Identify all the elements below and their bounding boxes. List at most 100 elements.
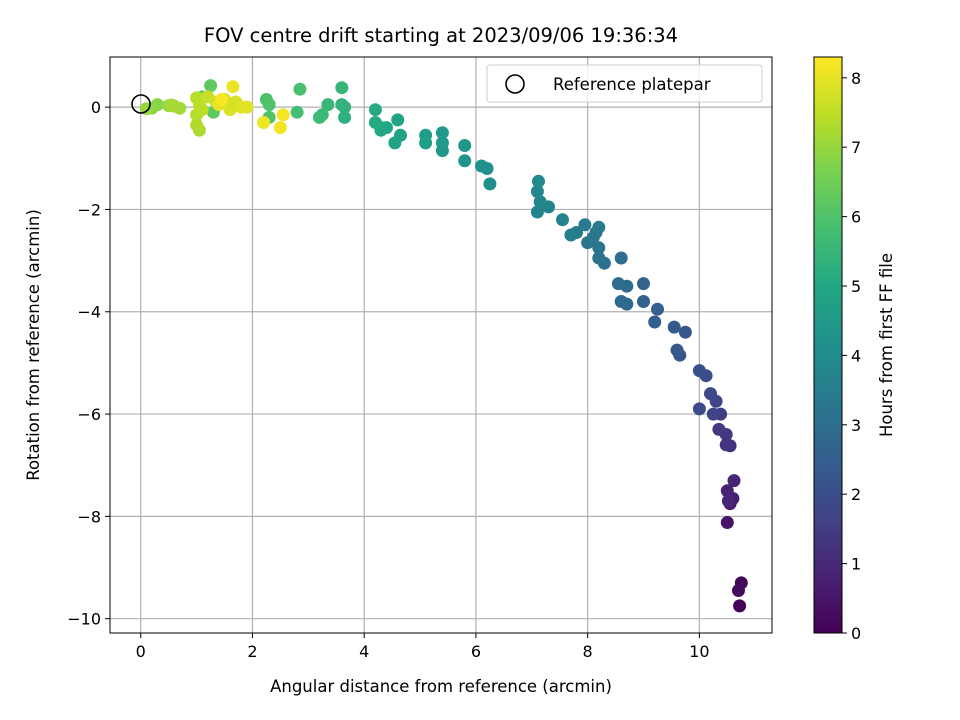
data-point bbox=[240, 100, 254, 114]
legend: Reference platepar bbox=[486, 64, 763, 103]
data-point bbox=[727, 474, 741, 488]
x-tick-label: 8 bbox=[583, 642, 593, 661]
data-point bbox=[215, 93, 229, 106]
data-point bbox=[592, 241, 606, 255]
colorbar-tick-label: 7 bbox=[851, 138, 861, 157]
colorbar-ticks: 0 1 2 3 4 5 6 7 8 bbox=[842, 69, 861, 643]
data-point bbox=[290, 105, 304, 119]
data-point bbox=[733, 599, 747, 613]
y-tick-label: −6 bbox=[77, 405, 101, 424]
data-point bbox=[223, 103, 237, 117]
data-point bbox=[257, 116, 271, 129]
colorbar-tick-label: 0 bbox=[851, 624, 861, 643]
plot-frame bbox=[109, 56, 773, 634]
data-point bbox=[293, 82, 307, 96]
y-tick-label: −2 bbox=[77, 200, 101, 219]
data-point bbox=[692, 364, 706, 378]
data-point bbox=[704, 387, 717, 401]
data-point bbox=[706, 407, 720, 421]
data-point bbox=[712, 422, 726, 436]
legend-marker bbox=[505, 74, 525, 94]
data-point bbox=[262, 98, 276, 112]
chart-title: FOV centre drift starting at 2023/09/06 … bbox=[204, 24, 678, 47]
data-point bbox=[435, 136, 449, 150]
data-point bbox=[276, 108, 290, 122]
data-point bbox=[321, 98, 335, 112]
x-tick-label: 0 bbox=[136, 642, 146, 661]
data-point bbox=[391, 113, 405, 127]
data-point bbox=[592, 220, 606, 234]
data-point bbox=[458, 154, 472, 168]
data-point bbox=[732, 584, 745, 597]
data-point bbox=[475, 159, 488, 173]
colorbar: 0 1 2 3 4 5 6 7 8 Hours from first FF file bbox=[813, 56, 896, 643]
y-tick-label: 0 bbox=[91, 98, 101, 117]
data-point bbox=[338, 110, 352, 124]
data-point bbox=[204, 79, 218, 93]
data-point bbox=[721, 494, 735, 508]
data-point bbox=[533, 195, 547, 209]
colorbar-tick-label: 8 bbox=[851, 69, 861, 88]
colorbar-gradient bbox=[814, 57, 842, 633]
data-point bbox=[195, 103, 209, 117]
data-point bbox=[719, 438, 733, 452]
y-axis-label: Rotation from reference (arcmin) bbox=[24, 209, 43, 481]
data-point bbox=[335, 81, 349, 95]
data-point bbox=[720, 516, 734, 529]
x-tick-label: 6 bbox=[471, 642, 481, 661]
x-axis-label: Angular distance from reference (arcmin) bbox=[270, 677, 612, 696]
y-tick-label: −4 bbox=[77, 303, 101, 322]
data-point bbox=[637, 277, 650, 291]
data-point bbox=[530, 185, 544, 198]
data-point bbox=[435, 126, 449, 140]
data-point bbox=[556, 213, 569, 227]
data-point bbox=[458, 139, 472, 152]
data-point bbox=[190, 118, 204, 132]
colorbar-tick-label: 6 bbox=[851, 208, 861, 227]
colorbar-tick-label: 5 bbox=[851, 277, 861, 296]
data-point bbox=[313, 110, 326, 124]
colorbar-tick-label: 4 bbox=[851, 346, 861, 365]
colorbar-label: Hours from first FF file bbox=[877, 253, 896, 437]
data-point bbox=[368, 116, 382, 129]
data-point bbox=[651, 302, 664, 316]
data-point bbox=[273, 121, 287, 135]
data-point bbox=[335, 98, 349, 112]
data-point bbox=[637, 295, 650, 308]
data-point bbox=[165, 98, 178, 112]
data-point bbox=[720, 484, 734, 498]
data-point bbox=[648, 315, 662, 329]
colorbar-frame bbox=[813, 56, 843, 634]
scatter-points bbox=[139, 79, 748, 613]
data-point bbox=[692, 402, 706, 416]
data-point bbox=[678, 325, 692, 339]
legend-entry: Reference platepar bbox=[553, 75, 711, 94]
data-point bbox=[667, 320, 681, 334]
data-point bbox=[368, 103, 382, 117]
y-axis: 0 −2 −4 −6 −8 −10 bbox=[67, 98, 110, 629]
x-axis: 0 2 4 6 8 10 bbox=[136, 633, 710, 661]
x-tick-label: 2 bbox=[247, 642, 257, 661]
data-point bbox=[614, 295, 628, 308]
x-tick-label: 10 bbox=[689, 642, 709, 661]
data-point bbox=[419, 136, 433, 150]
colorbar-tick-label: 2 bbox=[851, 485, 861, 504]
y-tick-label: −10 bbox=[67, 610, 101, 629]
data-point bbox=[532, 174, 545, 188]
data-point bbox=[530, 205, 544, 219]
data-point bbox=[578, 218, 592, 232]
y-tick-label: −8 bbox=[77, 507, 101, 526]
data-point bbox=[226, 80, 240, 94]
legend-box bbox=[486, 64, 763, 103]
data-point bbox=[388, 136, 402, 150]
data-point bbox=[614, 251, 628, 265]
data-point bbox=[611, 277, 625, 291]
data-point bbox=[564, 228, 578, 242]
colorbar-tick-label: 1 bbox=[851, 555, 861, 574]
reference-marker bbox=[131, 94, 151, 114]
colorbar-tick-label: 3 bbox=[851, 416, 861, 435]
x-tick-label: 4 bbox=[359, 642, 369, 661]
data-point bbox=[483, 177, 497, 191]
data-point bbox=[592, 251, 606, 265]
